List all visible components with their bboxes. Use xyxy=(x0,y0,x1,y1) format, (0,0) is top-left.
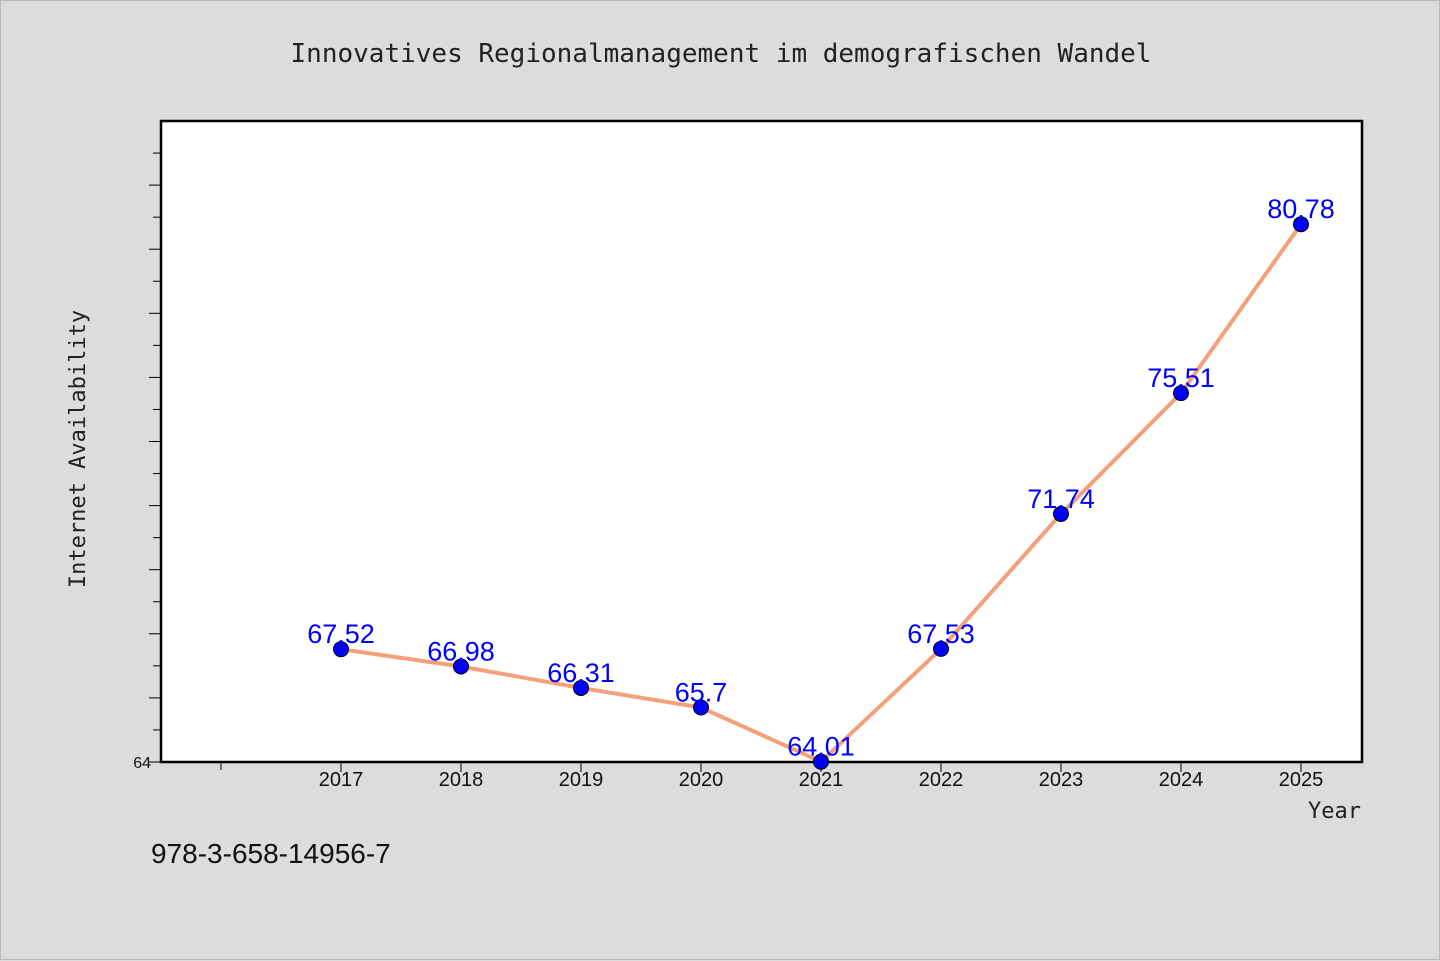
data-point xyxy=(1173,385,1189,402)
data-label: 71.74 xyxy=(1027,484,1095,514)
data-label: 66.31 xyxy=(547,658,615,688)
x-axis-ticks: 2017 2018 2019 2020 2021 2022 2023 2024 2025 xyxy=(220,762,1324,791)
isbn-footer: 978-3-658-14956-7 xyxy=(151,838,391,869)
x-tick-label: 2023 xyxy=(1039,769,1084,791)
y-axis-ticks: 64 xyxy=(133,152,161,772)
data-point xyxy=(573,679,589,696)
series-layer: 67.52 66.98 66.31 65.7 64.01 67.53 71.74 75.51 8… xyxy=(307,194,1335,770)
x-tick-label: 2018 xyxy=(439,769,484,791)
data-label: 80.78 xyxy=(1267,194,1335,224)
x-tick-label: 2022 xyxy=(919,769,964,791)
x-tick-label: 2024 xyxy=(1159,769,1204,791)
data-point xyxy=(453,658,469,675)
data-label: 65.7 xyxy=(675,678,728,708)
data-point xyxy=(1293,216,1309,233)
data-label: 67.53 xyxy=(907,619,975,649)
data-label: 64.01 xyxy=(787,732,855,762)
x-axis-label: Year xyxy=(1308,799,1361,824)
x-tick-label: 2020 xyxy=(679,769,724,791)
data-point xyxy=(1053,505,1069,522)
data-label: 75.51 xyxy=(1147,363,1215,393)
data-point xyxy=(333,641,349,658)
x-tick-label: 2019 xyxy=(559,769,604,791)
chart-title: Innovatives Regionalmanagement im demogr… xyxy=(291,39,1152,69)
x-tick-label: 2017 xyxy=(319,769,364,791)
data-point xyxy=(693,699,709,716)
y-axis-label: Internet Availability xyxy=(66,310,91,588)
data-label: 66.98 xyxy=(427,636,495,666)
y-tick-label: 64 xyxy=(133,755,151,772)
data-point xyxy=(813,753,829,770)
data-label: 67.52 xyxy=(307,619,375,649)
x-tick-label: 2025 xyxy=(1279,769,1324,791)
data-point xyxy=(933,640,949,657)
plot-area xyxy=(159,119,1364,764)
x-tick-label: 2021 xyxy=(799,769,844,791)
